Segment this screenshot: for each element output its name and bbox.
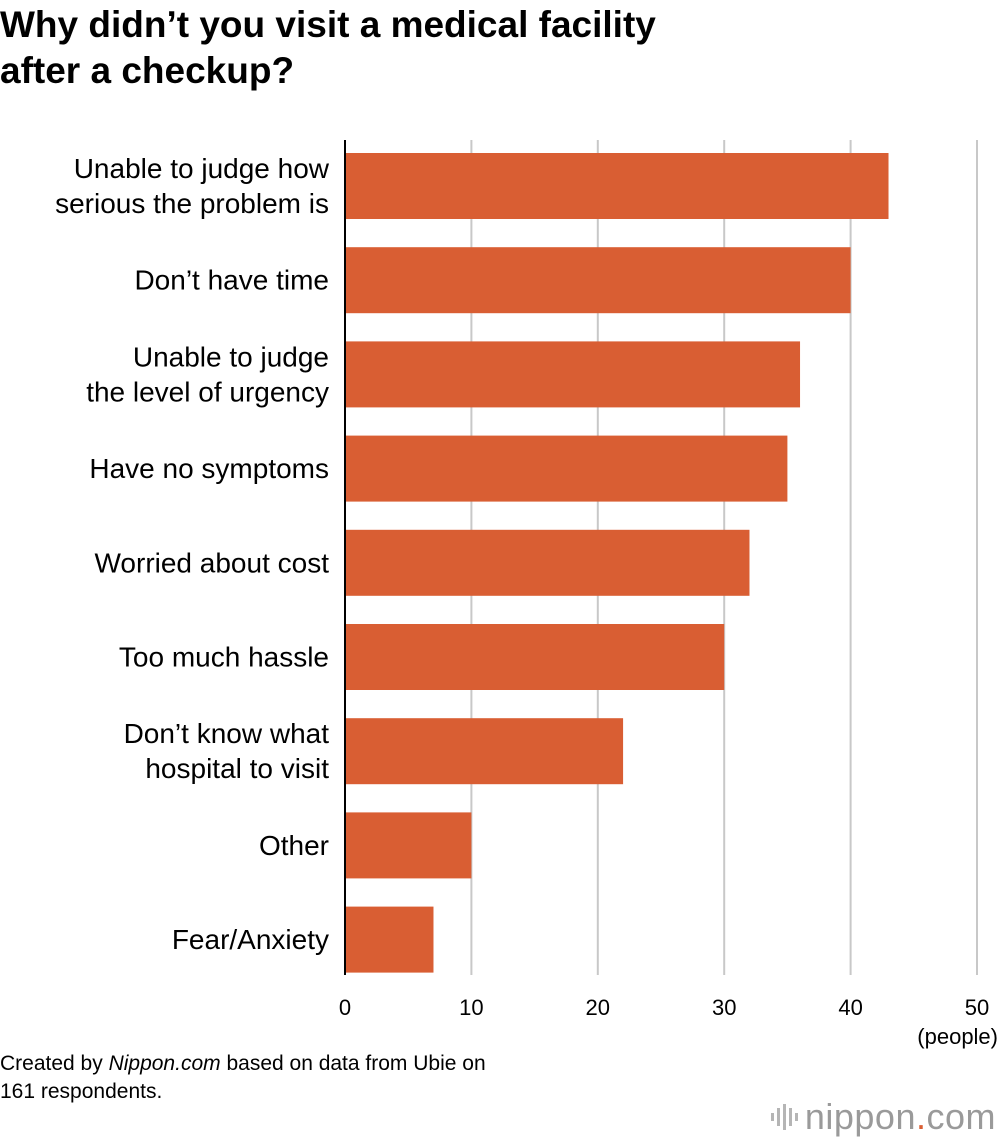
category-label-line: hospital to visit — [145, 753, 329, 784]
bar — [345, 624, 725, 690]
category-label-line: Worried about cost — [95, 547, 330, 578]
category-label: Unable to judge the level of urgency — [86, 341, 329, 407]
chart-title: Why didn’t you visit a medical facility … — [0, 2, 990, 94]
bar — [345, 812, 472, 879]
bar — [345, 435, 788, 502]
category-label: Too much hassle — [119, 642, 329, 673]
chart-title-line-2: after a checkup? — [0, 50, 295, 91]
tick-label: 30 — [712, 995, 736, 1020]
bar — [345, 341, 801, 408]
category-label-line: Too much hassle — [119, 642, 329, 673]
tick-label: 50 — [965, 995, 989, 1020]
bars — [345, 153, 889, 973]
footnote-line-1: Created by Nippon.com based on data from… — [0, 1052, 486, 1075]
category-label-line: serious the problem is — [55, 188, 329, 219]
bar-chart: Unable to judge how serious the problem i… — [55, 140, 998, 1049]
category-label-line: Fear/Anxiety — [172, 924, 329, 955]
brand-wordmark: nippon.com — [804, 1096, 996, 1137]
tick-label: 20 — [586, 995, 610, 1020]
nippon-logo: nippon.com — [770, 1096, 996, 1138]
category-label: Other — [259, 830, 329, 861]
category-label-line: Unable to judge — [133, 341, 329, 372]
x-axis: 0 10 20 30 40 50 (people) — [339, 140, 998, 1049]
category-labels: Unable to judge how serious the problem i… — [55, 153, 330, 955]
category-label: Don’t have time — [134, 265, 329, 296]
category-label: Fear/Anxiety — [172, 924, 329, 955]
unit-label: (people) — [917, 1024, 998, 1049]
bar — [345, 718, 624, 785]
source-name: Nippon.com — [108, 1052, 221, 1075]
category-label: Have no symptoms — [89, 453, 329, 484]
bar — [345, 906, 434, 973]
bar — [345, 247, 851, 314]
category-label-line: Unable to judge how — [74, 153, 330, 184]
bar — [345, 153, 889, 219]
sound-wave-icon — [770, 1104, 798, 1130]
category-label: Worried about cost — [95, 547, 330, 578]
footnote: Created by Nippon.com based on data from… — [0, 1050, 486, 1106]
category-label: Unable to judge how serious the problem i… — [55, 153, 330, 219]
category-label-line: Don’t know what — [124, 718, 330, 749]
bar — [345, 529, 750, 596]
footnote-line-2: 161 respondents. — [0, 1080, 163, 1103]
category-label-line: Don’t have time — [134, 265, 329, 296]
chart-title-line-1: Why didn’t you visit a medical facility — [0, 4, 656, 45]
category-label-line: the level of urgency — [86, 376, 329, 407]
tick-label: 10 — [459, 995, 483, 1020]
category-label: Don’t know what hospital to visit — [124, 718, 330, 784]
tick-label: 0 — [339, 995, 351, 1020]
tick-label: 40 — [838, 995, 862, 1020]
category-label-line: Have no symptoms — [89, 453, 329, 484]
category-label-line: Other — [259, 830, 329, 861]
